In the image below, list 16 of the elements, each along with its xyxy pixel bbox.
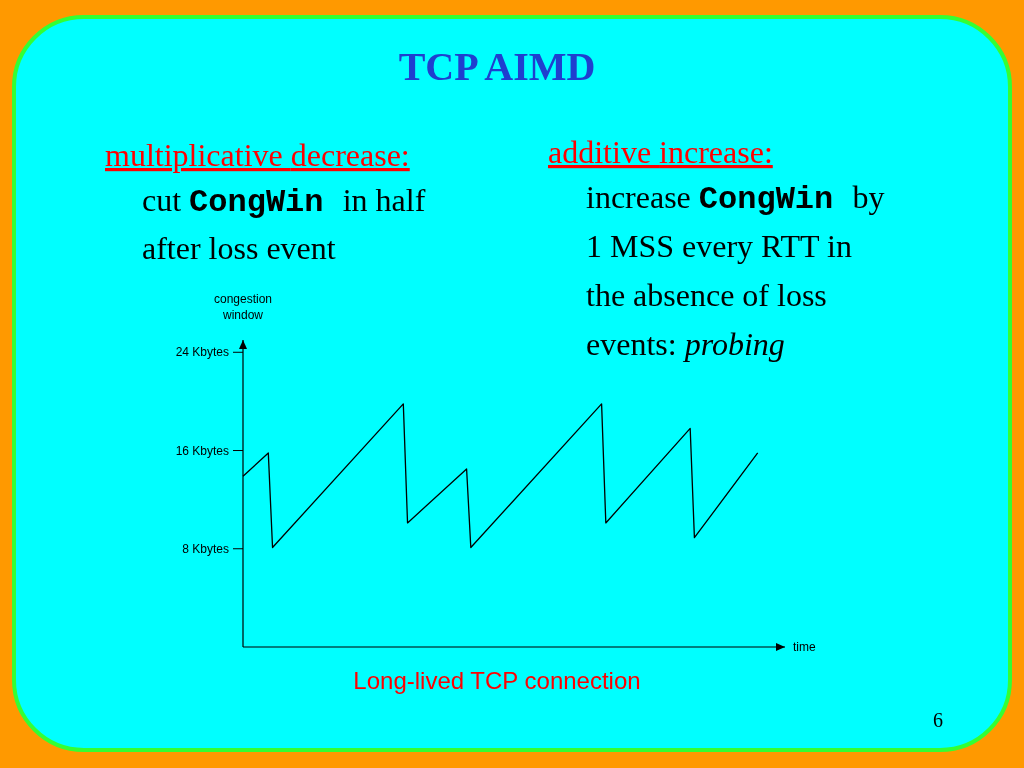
text: 6 xyxy=(933,709,943,731)
y-tick-label: 24 Kbytes xyxy=(175,345,229,360)
text: 1 MSS every RTT in xyxy=(586,228,852,264)
x-axis-title: time xyxy=(793,640,816,655)
chart-title: TCP AIMD xyxy=(398,44,596,89)
y-tick-label: 8 Kbytes xyxy=(182,541,229,556)
text: Long-lived TCP connection xyxy=(353,667,641,694)
text: cut CongWin in half xyxy=(142,182,426,221)
text: after loss event xyxy=(142,230,336,266)
text: the absence of loss xyxy=(586,277,827,313)
y-tick-label: 16 Kbytes xyxy=(175,443,229,458)
y-axis-title: congestion window xyxy=(213,292,273,322)
annotation: events: probing xyxy=(586,326,785,362)
text: increase CongWin by xyxy=(586,179,885,218)
text: multiplicative decrease: xyxy=(105,137,410,173)
text: additive increase: xyxy=(548,134,773,170)
